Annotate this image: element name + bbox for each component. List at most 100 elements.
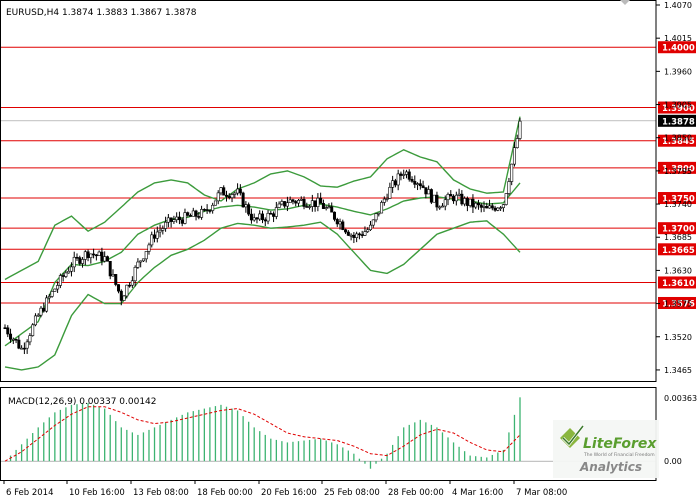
macd-layer: 0.00363 0.00 bbox=[0, 394, 697, 469]
candle-body bbox=[363, 231, 367, 236]
candle-body bbox=[53, 288, 57, 292]
logo-mark-icon bbox=[560, 428, 580, 448]
candle-body bbox=[230, 194, 234, 199]
bollinger-upper-line bbox=[4, 116, 521, 281]
x-tick-label: 18 Feb 00:00 bbox=[197, 488, 253, 498]
candle-body bbox=[385, 198, 389, 200]
candles-layer bbox=[3, 117, 522, 355]
candle-body bbox=[75, 256, 79, 259]
level-label: 1.3610 bbox=[662, 279, 695, 289]
y-tick-label: 1.3740 bbox=[664, 200, 692, 209]
candle-body bbox=[269, 212, 273, 215]
level-label-bg bbox=[658, 192, 696, 205]
candle-body bbox=[130, 280, 134, 286]
x-tick-label: 7 Mar 08:00 bbox=[516, 488, 567, 498]
candle-body bbox=[493, 207, 497, 211]
candle-body bbox=[272, 213, 276, 217]
candle-body bbox=[72, 256, 76, 268]
candle-body bbox=[105, 256, 109, 262]
y-tick-label: 1.3520 bbox=[664, 333, 692, 342]
candle-body bbox=[327, 206, 331, 209]
candle-body bbox=[11, 338, 15, 341]
candle-body bbox=[83, 251, 87, 260]
x-tick-label: 13 Feb 08:00 bbox=[133, 488, 189, 498]
candle-body bbox=[482, 206, 486, 208]
candle-body bbox=[449, 194, 453, 197]
candle-body bbox=[280, 201, 284, 205]
candle-body bbox=[352, 234, 356, 238]
candle-body bbox=[357, 233, 361, 236]
candle-body bbox=[213, 200, 217, 206]
candle-body bbox=[47, 296, 51, 299]
candle-body bbox=[476, 202, 480, 206]
candle-body bbox=[488, 205, 492, 209]
candle-body bbox=[22, 347, 26, 350]
candle-body bbox=[452, 195, 456, 202]
candle-body bbox=[410, 179, 414, 182]
logo-tagline: The World of Financial Freedom bbox=[583, 452, 655, 458]
candle-body bbox=[238, 188, 242, 194]
candle-body bbox=[150, 234, 154, 246]
candle-body bbox=[205, 209, 209, 211]
candle-body bbox=[288, 199, 292, 204]
logo-brand: LiteForex bbox=[583, 436, 657, 452]
candle-body bbox=[153, 234, 157, 239]
candle-body bbox=[302, 198, 306, 207]
candle-body bbox=[407, 171, 411, 180]
candle-body bbox=[424, 187, 428, 195]
price-panel-border bbox=[0, 0, 657, 382]
y-tick-label: 1.3850 bbox=[664, 134, 692, 143]
candle-body bbox=[180, 219, 184, 224]
candle-body bbox=[161, 228, 165, 231]
candle-body bbox=[92, 253, 96, 256]
candle-body bbox=[89, 253, 93, 258]
candle-body bbox=[136, 261, 140, 268]
candle-body bbox=[108, 260, 112, 277]
candle-body bbox=[432, 194, 436, 203]
x-tick-label: 25 Feb 08:00 bbox=[324, 488, 380, 498]
level-label: 1.3665 bbox=[662, 246, 695, 256]
candle-body bbox=[396, 173, 400, 186]
candle-body bbox=[510, 163, 514, 182]
scroll-marker-icon bbox=[620, 0, 630, 5]
candle-body bbox=[114, 274, 118, 285]
candle-body bbox=[200, 209, 204, 218]
candle-body bbox=[56, 285, 60, 290]
level-lines-layer: 1.40001.39001.38451.38001.37501.37001.36… bbox=[0, 41, 696, 309]
symbol-info-label: EURUSD,H4 1.3874 1.3883 1.3867 1.3878 bbox=[6, 8, 197, 18]
candle-body bbox=[316, 197, 320, 207]
axes-layer: 1.4070 1.4015 1.3960 1.3905 1.3850 1.3795 1.37… bbox=[0, 0, 692, 498]
candle-body bbox=[28, 335, 32, 343]
candle-body bbox=[100, 251, 104, 262]
liteforex-logo: LiteForex The World of Financial Freedom… bbox=[553, 420, 659, 478]
candle-body bbox=[3, 327, 7, 330]
candle-body bbox=[463, 198, 467, 205]
candle-body bbox=[380, 202, 384, 214]
level-label: 1.3900 bbox=[662, 104, 695, 114]
candle-body bbox=[504, 193, 508, 205]
level-label: 1.4000 bbox=[662, 44, 695, 54]
candle-body bbox=[355, 233, 359, 238]
candle-body bbox=[9, 333, 13, 340]
level-label: 1.3845 bbox=[662, 137, 695, 147]
candle-body bbox=[219, 187, 223, 194]
candle-body bbox=[263, 219, 267, 222]
candle-body bbox=[36, 314, 40, 317]
candle-body bbox=[97, 251, 101, 256]
candle-body bbox=[499, 207, 503, 209]
candle-body bbox=[368, 224, 372, 231]
candle-body bbox=[58, 275, 62, 286]
candle-body bbox=[141, 258, 145, 262]
candle-body bbox=[111, 274, 115, 277]
candle-body bbox=[360, 234, 364, 236]
candle-body bbox=[6, 327, 10, 335]
candle-body bbox=[144, 251, 148, 260]
candle-body bbox=[332, 211, 336, 220]
candle-body bbox=[277, 203, 281, 208]
candle-body bbox=[512, 147, 516, 165]
current-price-bg bbox=[658, 114, 696, 127]
candle-body bbox=[391, 180, 395, 188]
level-label-bg bbox=[658, 134, 696, 147]
candle-body bbox=[291, 199, 295, 202]
